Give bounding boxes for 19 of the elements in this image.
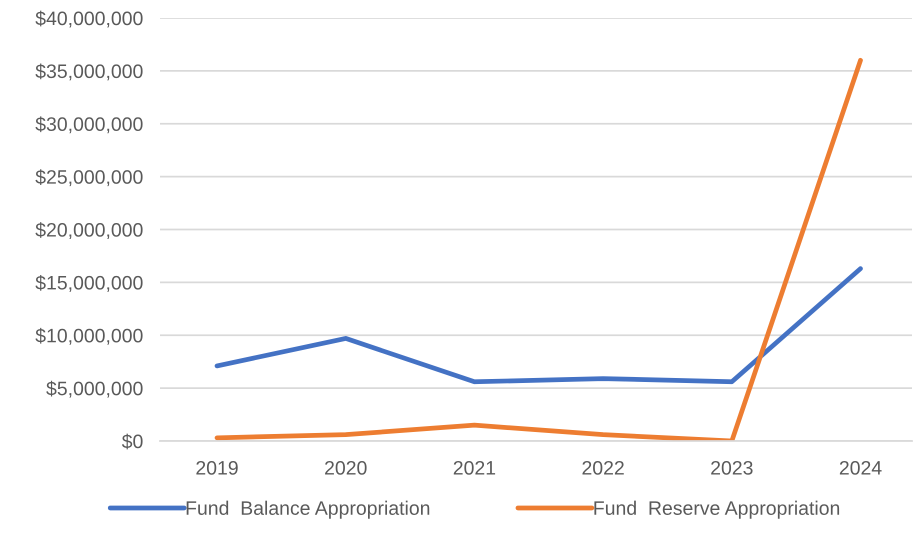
x-tick-label: 2019 (196, 460, 238, 475)
y-tick-label: $25,000,000 (35, 169, 143, 186)
y-tick-label: $5,000,000 (46, 380, 143, 398)
x-tick-label: 2022 (582, 460, 624, 475)
legend-label: Fund Reserve Appropriation (594, 500, 840, 519)
x-tick-label: 2020 (325, 460, 367, 475)
y-tick-label: $35,000,000 (35, 64, 143, 80)
y-tick-label: $0 (122, 434, 143, 450)
line-series (214, 58, 863, 441)
x-tick-label: 2024 (840, 460, 882, 475)
y-tick-label: $15,000,000 (35, 275, 143, 292)
y-tick-label: $40,000,000 (35, 10, 143, 28)
y-tick-label: $20,000,000 (35, 222, 143, 240)
line-series (214, 266, 863, 384)
x-tick-label: 2021 (454, 460, 496, 475)
y-tick-label: $30,000,000 (35, 116, 143, 134)
legend-label: Fund Balance Appropriation (186, 500, 430, 519)
y-tick-label: $10,000,000 (35, 328, 143, 345)
x-tick-label: 2023 (711, 460, 753, 475)
